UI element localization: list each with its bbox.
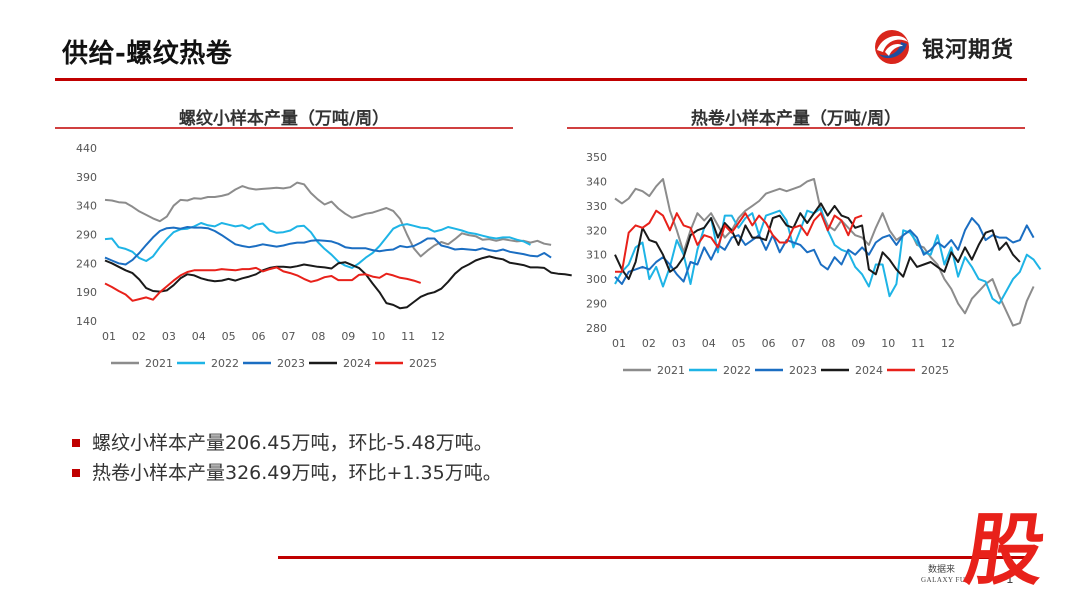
series-line-2021 <box>614 178 1035 327</box>
footer-english: GALAXY FU <box>921 576 966 584</box>
series-line-2021 <box>104 181 552 258</box>
page-title: 供给-螺纹热卷 <box>62 39 233 69</box>
series-line-2025 <box>615 209 863 273</box>
y-tick-label: 280 <box>586 322 607 335</box>
y-tick-label: 240 <box>76 257 97 270</box>
y-tick-label: 290 <box>76 229 97 242</box>
legend-label-2023: 2023 <box>789 364 817 377</box>
x-tick-label: 06 <box>252 330 266 343</box>
chart-title-rebar: 螺纹小样本产量（万吨/周） <box>178 109 390 129</box>
legend-label-2022: 2022 <box>723 364 751 377</box>
bullet-marker <box>72 469 80 477</box>
x-tick-label: 12 <box>941 337 955 350</box>
y-tick-label: 340 <box>586 175 607 188</box>
footer-source: 数据来 <box>928 565 956 575</box>
legend-label-2024: 2024 <box>343 357 371 370</box>
legend-label-2022: 2022 <box>211 357 239 370</box>
x-tick-label: 04 <box>192 330 206 343</box>
x-tick-label: 08 <box>311 330 325 343</box>
x-tick-label: 12 <box>431 330 445 343</box>
series-line-2023 <box>614 217 1035 285</box>
y-tick-label: 350 <box>586 151 607 164</box>
footer-divider <box>278 556 1028 559</box>
x-tick-label: 03 <box>162 330 176 343</box>
rebar-output-chart: 140 190 240 290 340 390 440 01 02 03 04 05 06 07 08 09 1… <box>76 142 572 370</box>
x-tick-label: 11 <box>911 337 925 350</box>
y-tick-label: 140 <box>76 315 97 328</box>
legend-label-2021: 2021 <box>145 357 173 370</box>
series-line-2024 <box>104 255 572 310</box>
header-divider <box>55 78 1027 81</box>
x-tick-label: 01 <box>102 330 116 343</box>
x-tick-label: 02 <box>132 330 146 343</box>
x-tick-label: 08 <box>821 337 835 350</box>
galaxy-swirl-icon <box>875 30 909 64</box>
x-tick-label: 09 <box>341 330 355 343</box>
bullet-rebar: 螺纹小样本产量206.45万吨，环比-5.48万吨。 <box>72 428 502 458</box>
x-tick-label: 10 <box>371 330 385 343</box>
summary-bullets: 螺纹小样本产量206.45万吨，环比-5.48万吨。 热卷小样本产量326.49… <box>72 428 502 488</box>
x-tick-label: 07 <box>281 330 295 343</box>
legend-label-2024: 2024 <box>855 364 883 377</box>
y-tick-label: 320 <box>586 224 607 237</box>
x-tick-label: 09 <box>851 337 865 350</box>
series-line-2023 <box>104 226 552 266</box>
chart-title-underline-hot-coil <box>567 127 1025 129</box>
y-tick-label: 390 <box>76 171 97 184</box>
y-tick-label: 300 <box>586 273 607 286</box>
x-tick-label: 07 <box>791 337 805 350</box>
x-tick-label: 05 <box>222 330 236 343</box>
bullet-rebar-text: 螺纹小样本产量206.45万吨，环比-5.48万吨。 <box>92 432 493 454</box>
page-number: 1 <box>1006 572 1014 586</box>
y-tick-label: 310 <box>586 249 607 262</box>
legend-label-2021: 2021 <box>657 364 685 377</box>
legend-label-2025: 2025 <box>409 357 437 370</box>
y-tick-label: 340 <box>76 200 97 213</box>
legend-label-2023: 2023 <box>277 357 305 370</box>
x-tick-label: 04 <box>702 337 716 350</box>
y-tick-label: 290 <box>586 298 607 311</box>
series-line-2024 <box>614 202 1021 281</box>
x-tick-label: 10 <box>881 337 895 350</box>
series-line-2022 <box>104 222 531 269</box>
x-tick-label: 06 <box>762 337 776 350</box>
x-tick-label: 03 <box>672 337 686 350</box>
x-tick-label: 01 <box>612 337 626 350</box>
bullet-hot-coil-text: 热卷小样本产量326.49万吨，环比+1.35万吨。 <box>92 462 502 484</box>
bullet-marker <box>72 439 80 447</box>
x-tick-label: 11 <box>401 330 415 343</box>
chart-title-underline-rebar <box>55 127 513 129</box>
galaxy-futures-logo <box>875 30 909 64</box>
hot-coil-output-chart: 280 290 300 310 320 330 340 350 01 02 03 04 05 06 07 08… <box>586 151 1042 377</box>
chart-title-hot-coil: 热卷小样本产量（万吨/周） <box>690 109 902 129</box>
legend-label-2025: 2025 <box>921 364 949 377</box>
x-tick-label: 05 <box>732 337 746 350</box>
x-tick-label: 02 <box>642 337 656 350</box>
bullet-hot-coil: 热卷小样本产量326.49万吨，环比+1.35万吨。 <box>72 458 502 488</box>
logo-text: 银河期货 <box>922 38 1015 63</box>
y-tick-label: 190 <box>76 286 97 299</box>
y-tick-label: 440 <box>76 142 97 155</box>
series-line-2025 <box>104 266 422 302</box>
stock-stamp: 股 <box>959 506 1051 596</box>
y-tick-label: 330 <box>586 200 607 213</box>
